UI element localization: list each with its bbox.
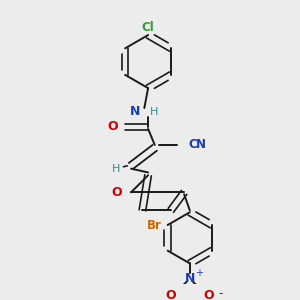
Text: N: N bbox=[130, 105, 140, 118]
Text: C: C bbox=[188, 139, 197, 152]
Text: N: N bbox=[184, 272, 195, 285]
Text: H: H bbox=[112, 164, 120, 174]
Text: O: O bbox=[203, 289, 214, 300]
Text: O: O bbox=[166, 289, 176, 300]
Text: +: + bbox=[196, 268, 203, 278]
Text: -: - bbox=[218, 287, 223, 300]
Text: O: O bbox=[111, 186, 122, 199]
Text: O: O bbox=[107, 121, 118, 134]
Text: H: H bbox=[150, 107, 158, 117]
Text: Cl: Cl bbox=[142, 21, 154, 34]
Text: Br: Br bbox=[147, 218, 162, 232]
Text: N: N bbox=[196, 137, 206, 151]
